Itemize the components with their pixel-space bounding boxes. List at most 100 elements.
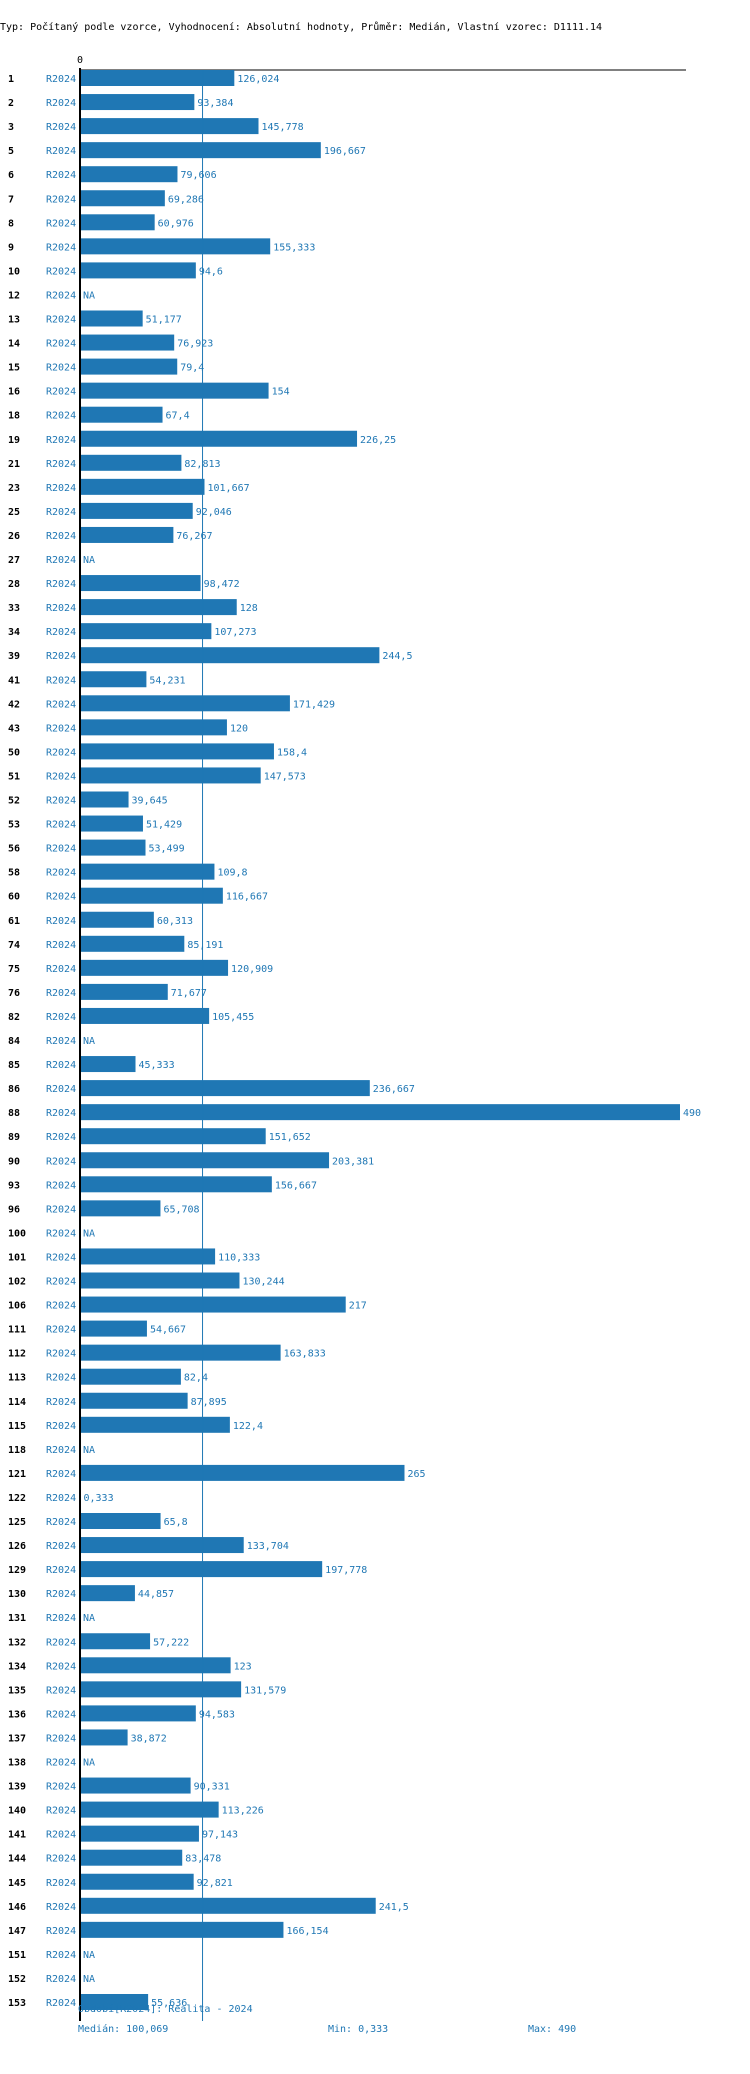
row-period: R2024 [46,1950,76,1961]
row-period: R2024 [46,1685,76,1696]
row-id: 101 [8,1252,26,1263]
bar [80,190,165,207]
footer-max: Max: 490 [528,2024,577,2035]
row-period: R2024 [46,315,76,326]
row-id: 53 [8,820,20,831]
bar-value-label: 265 [407,1469,425,1480]
row-period: R2024 [46,1998,76,2009]
bar [80,1320,147,1337]
bar-value-label: 54,231 [149,675,185,686]
bar [80,166,178,183]
footer-median: Medián: 100,069 [78,2024,169,2035]
bar-value-label: 60,976 [158,218,194,229]
row-period: R2024 [46,603,76,614]
bar-value-label: NA [83,1974,95,1985]
bar-value-label: 94,6 [199,266,223,277]
row-id: 138 [8,1758,26,1769]
row-id: 28 [8,579,20,590]
bar [80,1537,244,1554]
row-period: R2024 [46,699,76,710]
bar-value-label: 156,667 [275,1180,317,1191]
bar-value-label: 79,4 [180,363,204,374]
bar-value-label: NA [83,1036,95,1047]
bar [80,1729,128,1746]
bar [80,238,271,255]
bar [80,526,174,543]
row-id: 16 [8,387,20,398]
bar-value-label: 131,579 [244,1685,286,1696]
row-id: 60 [8,892,20,903]
row-id: 15 [8,363,20,374]
bar-value-label: 133,704 [247,1541,289,1552]
bar-value-label: 57,222 [153,1637,189,1648]
row-period: R2024 [46,218,76,229]
row-period: R2024 [46,1565,76,1576]
row-id: 12 [8,290,20,301]
bar-value-label: 94,583 [199,1709,235,1720]
bar-value-label: 39,645 [132,796,168,807]
bar-value-label: 116,667 [226,892,268,903]
row-id: 3 [8,122,14,133]
bar [80,310,143,327]
bar [80,1296,346,1313]
bar [80,118,259,135]
bar-value-label: 76,267 [176,531,212,542]
row-id: 90 [8,1156,20,1167]
row-id: 27 [8,555,20,566]
row-id: 5 [8,146,14,157]
row-period: R2024 [46,627,76,638]
row-id: 134 [8,1661,26,1672]
bar [80,839,146,856]
row-period: R2024 [46,868,76,879]
bar [80,262,196,279]
row-period: R2024 [46,1974,76,1985]
chart-header: Typ: Počítaný podle vzorce, Vyhodnocení:… [0,22,603,33]
row-period: R2024 [46,1469,76,1480]
row-period: R2024 [46,1012,76,1023]
row-id: 9 [8,242,14,253]
bar [80,623,212,640]
row-id: 114 [8,1397,26,1408]
row-period: R2024 [46,242,76,253]
row-period: R2024 [46,675,76,686]
row-period: R2024 [46,771,76,782]
bar [80,887,223,904]
footer-min: Min: 0,333 [328,2024,389,2035]
footer-period: Období[R2024]: Realita - 2024 [78,2004,253,2015]
bar-value-label: 76,923 [177,339,213,350]
row-id: 7 [8,194,14,205]
bar-value-label: 244,5 [382,651,412,662]
row-period: R2024 [46,435,76,446]
row-id: 33 [8,603,20,614]
row-period: R2024 [46,1397,76,1408]
bar [80,1994,149,2010]
bar-value-label: 0,333 [84,1493,114,1504]
row-id: 137 [8,1733,26,1744]
row-period: R2024 [46,1277,76,1288]
bar-value-label: 120 [230,723,248,734]
row-id: 23 [8,483,20,494]
row-period: R2024 [46,1204,76,1215]
bar-value-label: 83,478 [185,1854,221,1865]
bar [80,478,205,495]
bar-value-label: 82,4 [184,1373,208,1384]
row-id: 51 [8,771,20,782]
row-period: R2024 [46,964,76,975]
row-period: R2024 [46,290,76,301]
bar-value-label: 122,4 [233,1421,263,1432]
bar [80,1056,136,1073]
row-period: R2024 [46,266,76,277]
row-period: R2024 [46,1541,76,1552]
row-id: 88 [8,1108,20,1119]
bar-value-label: 45,333 [139,1060,175,1071]
bar-value-label: 55,636 [151,1998,187,2009]
bar-value-label: 196,667 [324,146,366,157]
row-id: 42 [8,699,20,710]
row-id: 43 [8,723,20,734]
bar [80,94,195,111]
row-period: R2024 [46,1060,76,1071]
row-id: 58 [8,868,20,879]
bar [80,1416,230,1433]
row-period: R2024 [46,1613,76,1624]
bar-value-label: 71,677 [171,988,207,999]
